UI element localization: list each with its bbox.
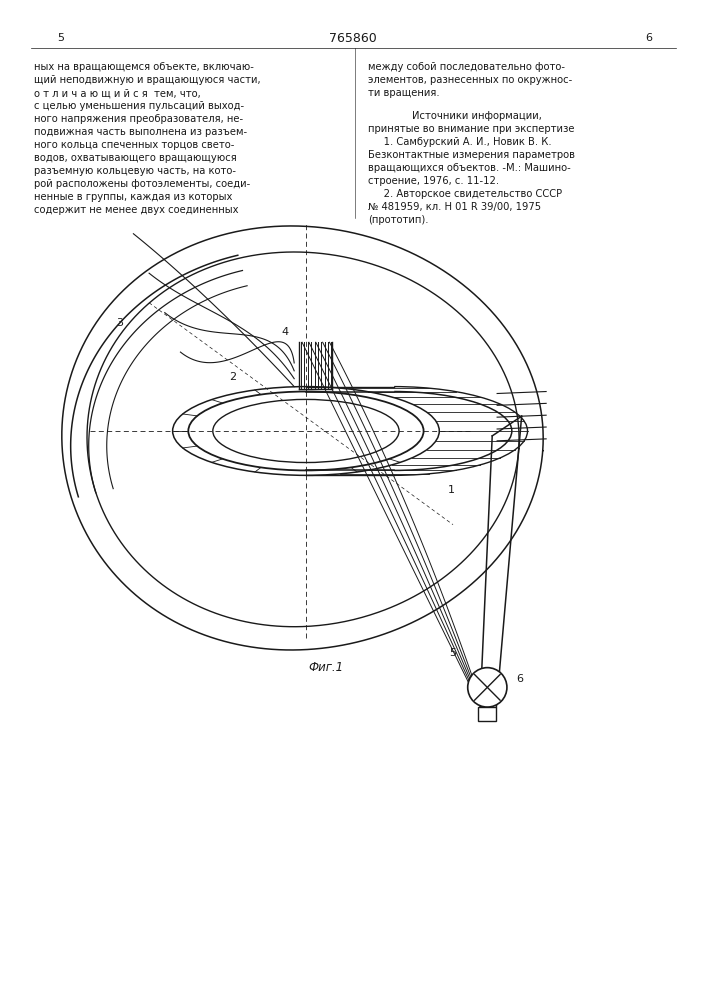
Text: ных на вращающемся объекте, включаю-: ных на вращающемся объекте, включаю-	[35, 62, 255, 72]
Text: Безконтактные измерения параметров: Безконтактные измерения параметров	[368, 150, 575, 160]
Text: рой расположены фотоэлементы, соеди-: рой расположены фотоэлементы, соеди-	[35, 179, 251, 189]
Text: с целью уменьшения пульсаций выход-: с целью уменьшения пульсаций выход-	[35, 101, 245, 111]
Text: 6: 6	[645, 33, 653, 43]
Text: (прототип).: (прототип).	[368, 215, 428, 225]
Text: ного кольца спеченных торцов свето-: ного кольца спеченных торцов свето-	[35, 140, 235, 150]
Text: строение, 1976, с. 11-12.: строение, 1976, с. 11-12.	[368, 176, 499, 186]
Text: подвижная часть выполнена из разъем-: подвижная часть выполнена из разъем-	[35, 127, 247, 137]
Text: Фиг.1: Фиг.1	[308, 661, 343, 674]
Text: между собой последовательно фото-: между собой последовательно фото-	[368, 62, 565, 72]
Text: 1: 1	[448, 485, 455, 495]
Text: щий неподвижную и вращающуюся части,: щий неподвижную и вращающуюся части,	[35, 75, 261, 85]
Text: 765860: 765860	[329, 32, 377, 45]
Bar	[479, 707, 496, 721]
Text: водов, охватывающего вращающуюся: водов, охватывающего вращающуюся	[35, 153, 237, 163]
Text: 2. Авторское свидетельство СССР: 2. Авторское свидетельство СССР	[368, 189, 562, 199]
Text: 5: 5	[57, 33, 64, 43]
Text: 2: 2	[229, 372, 236, 382]
Text: вращающихся объектов. -М.: Машино-: вращающихся объектов. -М.: Машино-	[368, 163, 571, 173]
Text: № 481959, кл. Н 01 R 39/00, 1975: № 481959, кл. Н 01 R 39/00, 1975	[368, 202, 541, 212]
Circle shape	[468, 668, 507, 707]
Text: ненные в группы, каждая из которых: ненные в группы, каждая из которых	[35, 192, 233, 202]
Text: ти вращения.: ти вращения.	[368, 88, 439, 98]
Text: принятые во внимание при экспертизе: принятые во внимание при экспертизе	[368, 124, 574, 134]
Text: 4: 4	[281, 327, 288, 337]
Text: разъемную кольцевую часть, на кото-: разъемную кольцевую часть, на кото-	[35, 166, 236, 176]
Text: ного напряжения преобразователя, не-: ного напряжения преобразователя, не-	[35, 114, 243, 124]
Text: Источники информации,: Источники информации,	[412, 111, 542, 121]
Text: 3: 3	[116, 318, 123, 328]
Text: содержит не менее двух соединенных: содержит не менее двух соединенных	[35, 205, 239, 215]
Text: элементов, разнесенных по окружнос-: элементов, разнесенных по окружнос-	[368, 75, 572, 85]
Text: 1. Самбурский А. И., Новик В. К.: 1. Самбурский А. И., Новик В. К.	[368, 137, 551, 147]
Text: 5: 5	[450, 648, 457, 658]
Text: о т л и ч а ю щ и й с я  тем, что,: о т л и ч а ю щ и й с я тем, что,	[35, 88, 201, 98]
Text: 6: 6	[517, 674, 524, 684]
